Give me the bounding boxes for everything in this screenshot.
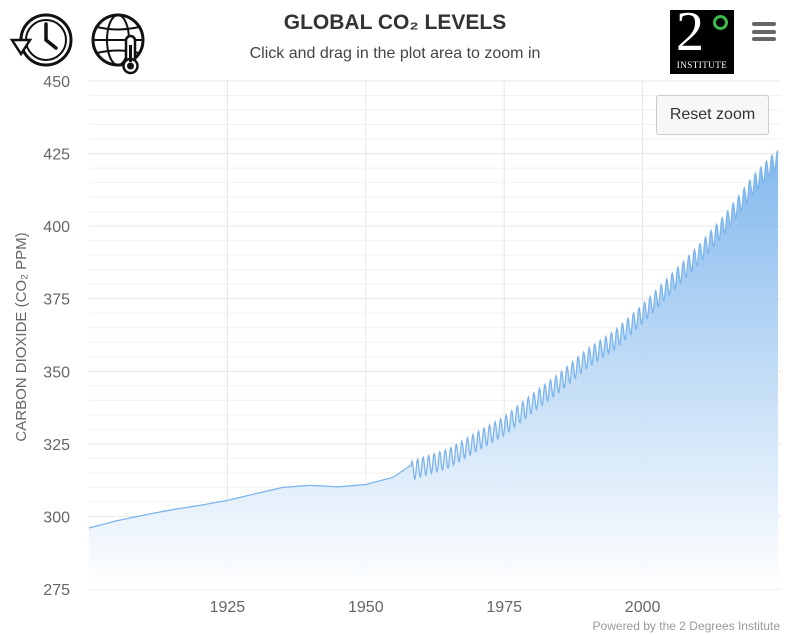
menu-bar-top — [752, 22, 776, 26]
chart-title: GLOBAL CO₂ LEVELS — [283, 11, 507, 34]
degree-ring-icon — [713, 15, 728, 30]
y-axis-labels: 275 300 325 350 375 400 425 450 — [43, 74, 70, 599]
history-icon[interactable] — [8, 10, 76, 72]
chart-subtitle: Click and drag in the plot area to zoom … — [249, 45, 541, 62]
y-tick-label: 375 — [43, 292, 70, 309]
y-tick-label: 275 — [43, 582, 70, 599]
co2-area — [89, 151, 778, 589]
y-tick-label: 425 — [43, 147, 70, 164]
y-tick-label: 325 — [43, 437, 70, 454]
logo-digit: 2 — [676, 10, 704, 63]
reset-zoom-button[interactable]: Reset zoom — [656, 95, 769, 135]
x-tick-label: 1975 — [486, 599, 522, 616]
x-tick-label: 1950 — [348, 599, 384, 616]
menu-bar-bottom — [752, 37, 776, 41]
logo-text: INSTITUTE — [676, 60, 728, 70]
co2-line — [88, 149, 779, 529]
credits-link[interactable]: Powered by the 2 Degrees Institute — [592, 619, 780, 633]
x-axis-labels: 1925 1950 1975 2000 — [210, 599, 661, 616]
x-tick-label: 1925 — [210, 599, 246, 616]
y-tick-label: 350 — [43, 364, 70, 381]
y-tick-label: 300 — [43, 509, 70, 526]
x-tick-label: 2000 — [625, 599, 661, 616]
menu-bar-middle — [752, 29, 776, 34]
y-tick-label: 450 — [43, 74, 70, 91]
hamburger-menu-icon[interactable] — [752, 22, 776, 41]
2-degrees-institute-logo[interactable]: 2 INSTITUTE — [670, 10, 734, 74]
globe-thermometer-icon[interactable] — [88, 10, 152, 76]
y-axis-title: CARBON DIOXIDE (CO₂ PPM) — [13, 232, 30, 441]
y-tick-label: 400 — [43, 219, 70, 236]
